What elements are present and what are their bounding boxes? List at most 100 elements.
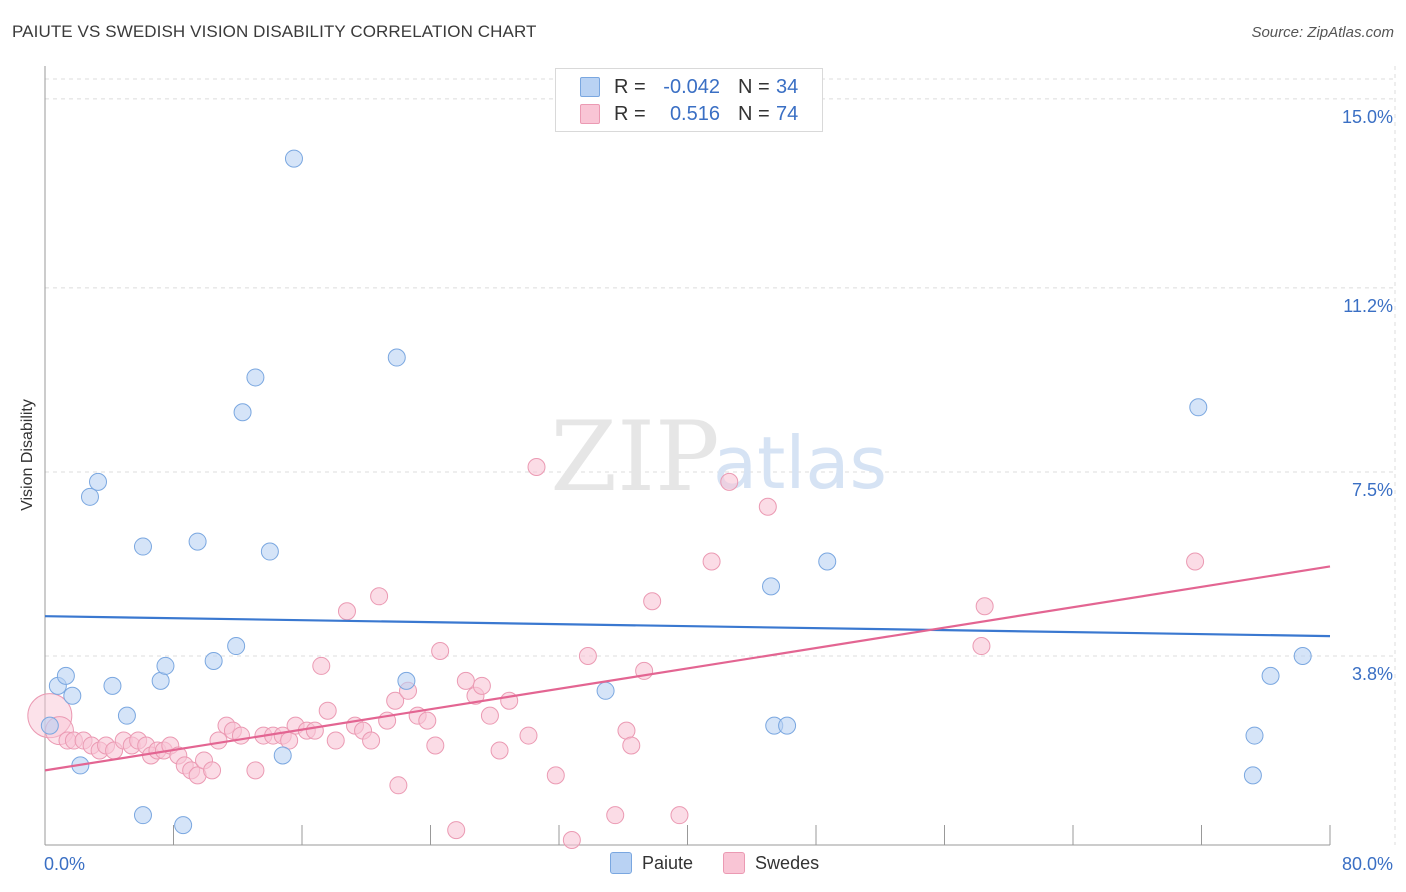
data-point-swedes	[326, 731, 345, 750]
data-point-paiute	[246, 368, 265, 387]
legend-swatch-paiute	[580, 77, 600, 97]
data-point-swedes	[606, 806, 625, 825]
data-point-swedes	[426, 736, 445, 755]
legend-n-label: N =	[738, 75, 770, 98]
legend-n-label: N =	[738, 102, 770, 125]
legend-item-swedes[interactable]: Swedes	[723, 852, 819, 874]
data-point-swedes	[231, 726, 250, 745]
data-point-paiute	[174, 816, 193, 835]
axes	[44, 66, 1331, 846]
data-point-swedes	[203, 761, 222, 780]
data-point-swedes	[362, 731, 381, 750]
x-tick-label: 0.0%	[44, 854, 85, 874]
data-point-swedes	[209, 731, 228, 750]
data-point-paiute	[273, 746, 292, 765]
data-point-swedes	[386, 691, 405, 710]
data-point-paiute	[233, 403, 252, 422]
data-point-swedes	[431, 642, 450, 661]
data-point-swedes	[305, 721, 324, 740]
data-point-swedes	[1186, 552, 1205, 571]
data-point-paiute	[63, 686, 82, 705]
data-point-swedes	[720, 472, 739, 491]
data-point-paiute	[117, 706, 136, 725]
watermark-zip: ZIP	[550, 401, 719, 513]
x-tick-label: 80.0%	[1342, 854, 1393, 874]
data-point-paiute	[156, 656, 175, 675]
data-point-swedes	[418, 711, 437, 730]
data-point-paiute	[40, 716, 59, 735]
data-point-paiute	[188, 532, 207, 551]
data-point-swedes	[490, 741, 509, 760]
tick-labels: 3.8% 7.5% 11.2% 15.0% 0.0% 80.0%	[44, 107, 1393, 874]
data-point-paiute	[762, 577, 781, 596]
data-point-paiute	[151, 671, 170, 690]
legend-row-paiute: R = -0.042 N = 34	[580, 74, 798, 100]
data-point-paiute	[133, 537, 152, 556]
trend-line-swedes	[44, 565, 1331, 772]
data-point-swedes	[480, 706, 499, 725]
legend-row-swedes: R = 0.516 N = 74	[580, 101, 798, 127]
legend-label-paiute: Paiute	[642, 852, 694, 873]
data-point-paiute	[89, 472, 108, 491]
data-point-paiute	[387, 348, 406, 367]
data-point-paiute	[596, 681, 615, 700]
data-point-swedes	[758, 497, 777, 516]
data-point-paiute	[397, 671, 416, 690]
data-point-paiute	[133, 806, 152, 825]
data-point-swedes	[519, 726, 538, 745]
data-point-paiute	[818, 552, 837, 571]
chart-title: PAIUTE VS SWEDISH VISION DISABILITY CORR…	[12, 22, 537, 41]
data-point-swedes	[975, 597, 994, 616]
legend-swatch-swedes	[580, 104, 600, 124]
data-point-swedes	[578, 646, 597, 665]
legend-r-label: R =	[614, 102, 646, 125]
legend-r-value: 0.516	[669, 102, 720, 125]
legend-n-value: 34	[776, 75, 799, 98]
legend-n-value: 74	[776, 102, 799, 125]
data-point-paiute	[778, 716, 797, 735]
y-tick-label: 7.5%	[1352, 480, 1393, 500]
data-point-paiute	[56, 666, 75, 685]
data-point-swedes	[562, 831, 581, 850]
data-point-paiute	[260, 542, 279, 561]
data-point-swedes	[527, 457, 546, 476]
legend-swatch-swedes	[723, 852, 746, 874]
data-point-paiute	[1189, 398, 1208, 417]
legend-r-value: -0.042	[663, 75, 720, 98]
legend-label-swedes: Swedes	[755, 852, 820, 873]
data-point-swedes	[472, 676, 491, 695]
data-point-swedes	[670, 806, 689, 825]
legend-swatch-paiute	[610, 852, 632, 874]
watermark-atlas: atlas	[713, 421, 887, 505]
y-tick-label: 15.0%	[1342, 107, 1393, 127]
data-point-paiute	[1261, 666, 1280, 685]
data-point-paiute	[204, 651, 223, 670]
source-label: Source: ZipAtlas.com	[1251, 24, 1394, 41]
data-point-paiute	[1243, 766, 1262, 785]
y-tick-label: 3.8%	[1352, 664, 1393, 684]
data-point-swedes	[456, 671, 475, 690]
data-point-paiute	[284, 149, 303, 168]
data-point-swedes	[318, 701, 337, 720]
data-point-swedes	[972, 637, 991, 656]
data-point-paiute	[1245, 726, 1264, 745]
legend-r-label: R =	[614, 75, 646, 98]
data-point-swedes	[702, 552, 721, 571]
data-point-swedes	[337, 602, 356, 621]
data-point-paiute	[1293, 646, 1312, 665]
data-point-swedes	[617, 721, 636, 740]
data-point-paiute	[80, 487, 99, 506]
trend-lines	[44, 565, 1331, 772]
series-legend: Paiute Swedes	[610, 852, 849, 874]
data-point-swedes	[312, 656, 331, 675]
data-point-swedes	[447, 821, 466, 840]
data-point-swedes	[370, 587, 389, 606]
data-point-swedes	[546, 766, 565, 785]
data-point-swedes	[389, 776, 408, 795]
data-point-swedes	[622, 736, 641, 755]
y-tick-label: 11.2%	[1343, 296, 1393, 316]
trend-line-paiute	[44, 615, 1331, 638]
data-point-swedes	[643, 592, 662, 611]
legend-item-paiute[interactable]: Paiute	[610, 852, 693, 874]
